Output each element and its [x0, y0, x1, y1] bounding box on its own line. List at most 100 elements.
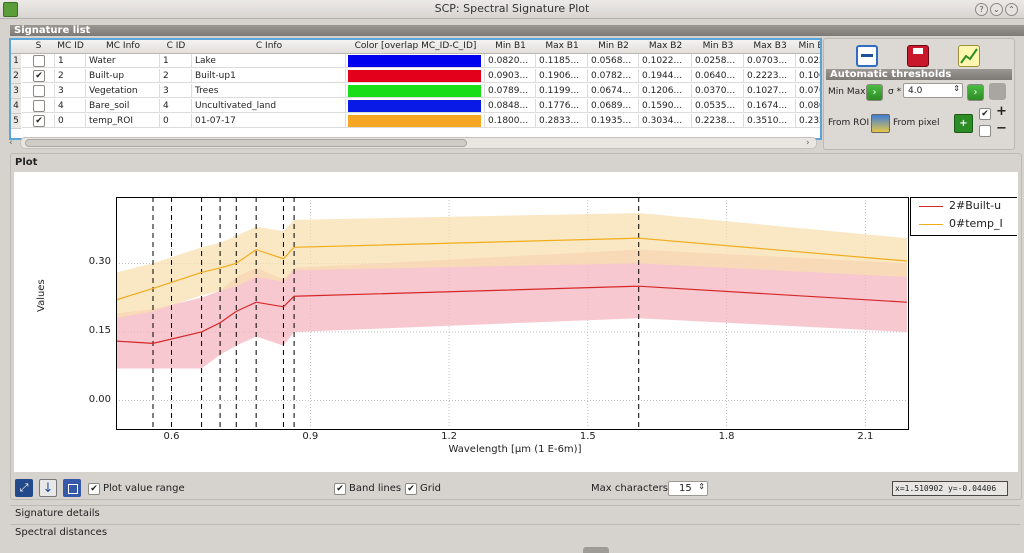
cell-c-id[interactable]: 2 — [160, 69, 192, 83]
cell-min-b3[interactable]: 0.2238... — [692, 114, 744, 128]
remove-signature-button[interactable] — [856, 45, 878, 67]
spin-arrows-icon[interactable]: ⇕ — [698, 482, 705, 491]
minus-checkbox[interactable] — [979, 125, 991, 137]
scrollbar-thumb[interactable] — [25, 139, 467, 147]
cell-min-b1[interactable]: 0.0848... — [485, 99, 536, 113]
cell-c-id[interactable]: 3 — [160, 84, 192, 98]
col-header-max-b2[interactable]: Max B2 — [639, 40, 693, 54]
row-select-checkbox[interactable] — [33, 100, 45, 112]
cell-min-b2[interactable]: 0.0568... — [588, 54, 639, 68]
color-swatch[interactable] — [348, 115, 481, 127]
band-lines-checkbox[interactable]: ✔ — [334, 483, 346, 495]
cell-max-b3[interactable]: 0.2223... — [744, 69, 796, 83]
max-characters-spinbox[interactable]: 15 ⇕ — [668, 481, 708, 496]
col-header-c-info[interactable]: C Info — [192, 40, 347, 54]
table-row[interactable]: 3 3 Vegetation 3 Trees 0.0789... 0.1199... 0.06… — [11, 84, 820, 99]
scroll-left-icon[interactable]: ‹ — [9, 138, 13, 148]
cell-max-b2[interactable]: 0.1206... — [639, 84, 692, 98]
col-header-min-b3[interactable]: Min B3 — [692, 40, 745, 54]
table-row[interactable]: 4 4 Bare_soil 4 Uncultivated_land 0.0848... 0.… — [11, 99, 820, 114]
signature-table[interactable]: S MC ID MC Info C ID C Info Color [overl… — [9, 38, 822, 140]
color-swatch[interactable] — [348, 70, 481, 82]
signature-details-section[interactable]: Signature details — [10, 505, 1020, 520]
cell-min-b3[interactable]: 0.0535... — [692, 99, 744, 113]
cell-max-b3[interactable]: 0.1674... — [744, 99, 796, 113]
cell-mc-info[interactable]: Water — [86, 54, 160, 68]
col-header-s[interactable]: S — [22, 40, 56, 54]
cell-min-b2[interactable]: 0.0782... — [588, 69, 639, 83]
row-select-checkbox[interactable]: ✔ — [33, 115, 45, 127]
minmax-button[interactable]: › — [866, 84, 883, 101]
cell-color[interactable] — [346, 54, 485, 68]
cell-min-b4[interactable]: 0.232 — [796, 114, 820, 128]
row-select-checkbox[interactable]: ✔ — [33, 70, 45, 82]
color-swatch[interactable] — [348, 85, 481, 97]
cell-max-b1[interactable]: 0.1776... — [536, 99, 588, 113]
zoom-button[interactable] — [63, 479, 81, 497]
cell-max-b1[interactable]: 0.1199... — [536, 84, 588, 98]
row-number[interactable]: 4 — [11, 99, 21, 114]
add-from-pixel-button[interactable]: + — [954, 114, 973, 133]
col-header-min-b4[interactable]: Min B — [796, 40, 820, 54]
cell-max-b1[interactable]: 0.1906... — [536, 69, 588, 83]
cell-max-b2[interactable]: 0.3034... — [639, 114, 692, 128]
cell-min-b1[interactable]: 0.1800... — [485, 114, 536, 128]
grid-checkbox[interactable]: ✔ — [405, 483, 417, 495]
color-swatch[interactable] — [348, 100, 481, 112]
cell-min-b1[interactable]: 0.0820... — [485, 54, 536, 68]
row-number[interactable]: 2 — [11, 69, 21, 84]
import-signature-button[interactable] — [958, 45, 980, 67]
plot-value-range-checkbox[interactable]: ✔ — [88, 483, 100, 495]
row-select-checkbox[interactable] — [33, 55, 45, 67]
cell-min-b3[interactable]: 0.0258... — [692, 54, 744, 68]
cell-min-b4[interactable]: 0.076 — [796, 84, 820, 98]
table-row[interactable]: 1 1 Water 1 Lake 0.0820... 0.1185... 0.0568... 0… — [11, 54, 820, 69]
cell-color[interactable] — [346, 99, 485, 113]
cell-min-b2[interactable]: 0.0674... — [588, 84, 639, 98]
spin-arrows-icon[interactable]: ⇕ — [953, 84, 960, 93]
col-header-min-b1[interactable]: Min B1 — [485, 40, 537, 54]
sigma-spinbox[interactable]: 4.0 ⇕ — [903, 83, 963, 98]
cell-mc-id[interactable]: 0 — [55, 114, 86, 128]
sigma-apply-button[interactable]: › — [967, 84, 984, 101]
cell-max-b3[interactable]: 0.3510... — [744, 114, 796, 128]
cell-mc-id[interactable]: 3 — [55, 84, 86, 98]
cell-min-b1[interactable]: 0.0903... — [485, 69, 536, 83]
cell-min-b1[interactable]: 0.0789... — [485, 84, 536, 98]
cell-mc-info[interactable]: Built-up — [86, 69, 160, 83]
cell-mc-id[interactable]: 4 — [55, 99, 86, 113]
cell-mc-info[interactable]: Bare_soil — [86, 99, 160, 113]
cell-min-b3[interactable]: 0.0370... — [692, 84, 744, 98]
row-select-checkbox[interactable] — [33, 85, 45, 97]
table-row[interactable]: 5 ✔ 0 temp_ROI 0 01-07-17 0.1800... 0.2833... 0.… — [11, 114, 820, 129]
col-header-max-b1[interactable]: Max B1 — [536, 40, 589, 54]
cell-max-b3[interactable]: 0.0703... — [744, 54, 796, 68]
col-header-max-b3[interactable]: Max B3 — [744, 40, 797, 54]
cell-max-b2[interactable]: 0.1944... — [639, 69, 692, 83]
cell-min-b4[interactable]: 0.022 — [796, 54, 820, 68]
cell-min-b4[interactable]: 0.080 — [796, 99, 820, 113]
resize-handle[interactable] — [583, 547, 609, 553]
cell-c-info[interactable]: Trees — [192, 84, 346, 98]
table-row[interactable]: 2 ✔ 2 Built-up 2 Built-up1 0.0903... 0.1906... 0… — [11, 69, 820, 84]
cell-min-b2[interactable]: 0.0689... — [588, 99, 639, 113]
cell-mc-id[interactable]: 1 — [55, 54, 86, 68]
cell-color[interactable] — [346, 69, 485, 83]
cell-max-b1[interactable]: 0.2833... — [536, 114, 588, 128]
cell-c-info[interactable]: Built-up1 — [192, 69, 346, 83]
cell-color[interactable] — [346, 84, 485, 98]
cell-color[interactable] — [346, 114, 485, 128]
col-header-min-b2[interactable]: Min B2 — [588, 40, 640, 54]
cell-mc-info[interactable]: Vegetation — [86, 84, 160, 98]
cell-c-info[interactable]: Lake — [192, 54, 346, 68]
cell-max-b3[interactable]: 0.1027... — [744, 84, 796, 98]
maximize-icon[interactable]: ⌃ — [1005, 3, 1018, 16]
cell-c-info[interactable]: 01-07-17 — [192, 114, 346, 128]
plus-checkbox[interactable]: ✔ — [979, 108, 991, 120]
col-header-mc-id[interactable]: MC ID — [55, 40, 87, 54]
fit-to-data-button[interactable]: ⤢ — [15, 479, 33, 497]
cell-mc-id[interactable]: 2 — [55, 69, 86, 83]
cell-c-id[interactable]: 0 — [160, 114, 192, 128]
color-swatch[interactable] — [348, 55, 481, 67]
col-header-color[interactable]: Color [overlap MC_ID-C_ID] — [346, 40, 486, 54]
